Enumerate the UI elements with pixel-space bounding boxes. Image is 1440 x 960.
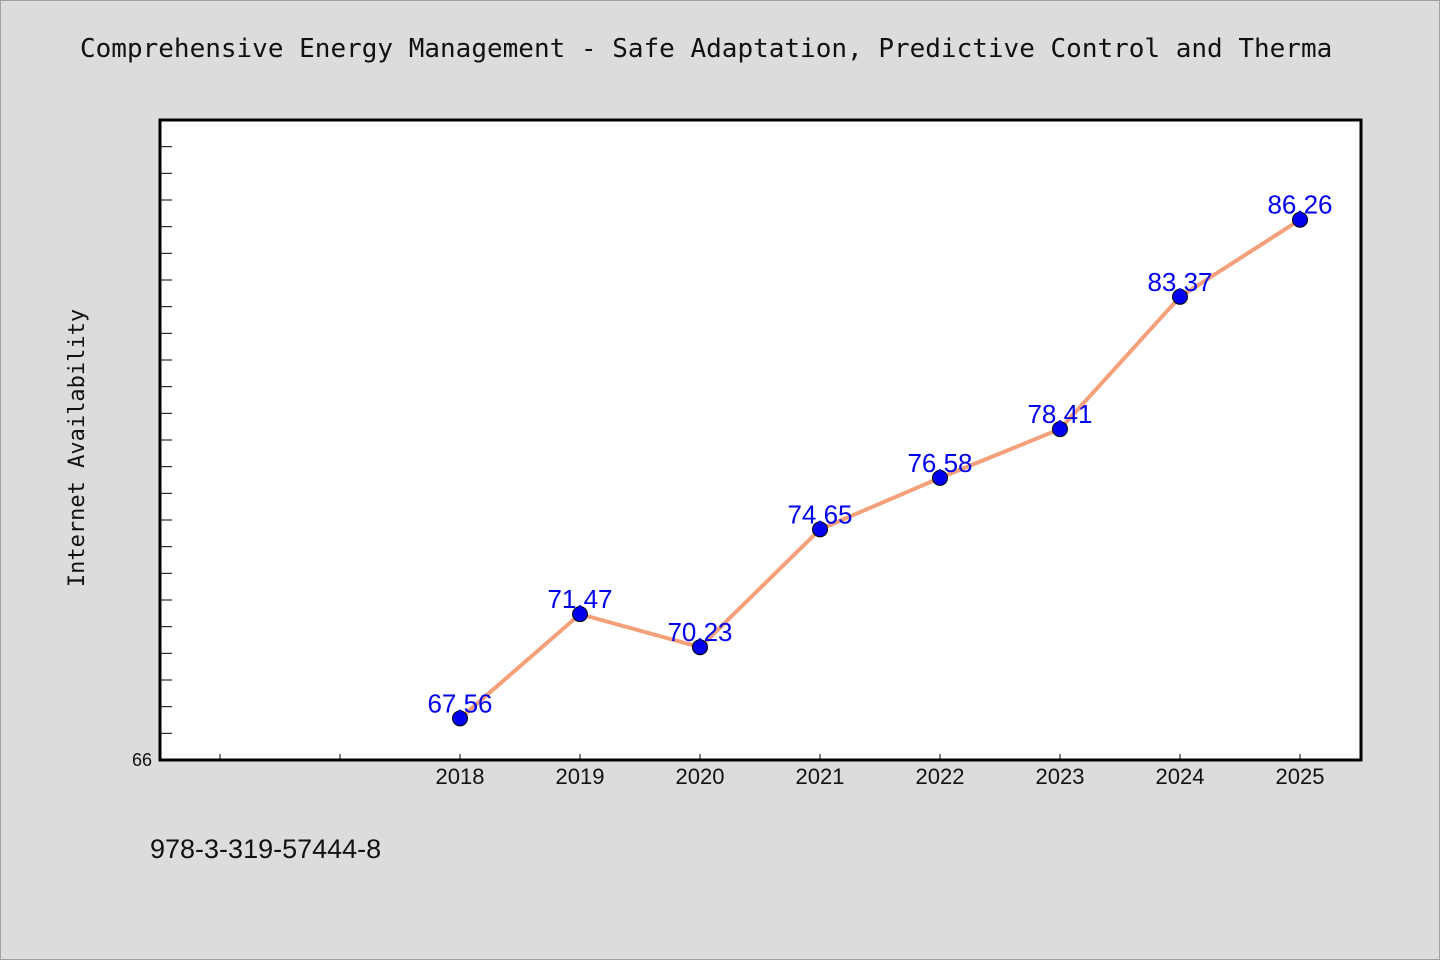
x-tick-label: 2020 bbox=[676, 764, 725, 789]
y-axis-label: Internet Availability bbox=[65, 309, 90, 587]
data-label: 74.65 bbox=[787, 499, 852, 529]
x-tick-label: 2024 bbox=[1156, 764, 1205, 789]
plot-area bbox=[158, 118, 1363, 762]
x-tick-label: 2025 bbox=[1276, 764, 1325, 789]
x-tick-label: 2021 bbox=[796, 764, 845, 789]
x-tick-label: 2019 bbox=[556, 764, 605, 789]
data-point bbox=[812, 521, 828, 538]
data-label: 86.26 bbox=[1267, 190, 1332, 220]
isbn-footer: 978-3-319-57444-8 bbox=[150, 834, 382, 864]
x-tick-label: 2022 bbox=[916, 764, 965, 789]
data-point bbox=[572, 606, 588, 623]
data-label: 71.47 bbox=[547, 584, 612, 614]
data-label: 83.37 bbox=[1147, 267, 1212, 297]
data-label: 67.56 bbox=[427, 688, 492, 718]
series-line bbox=[458, 218, 1302, 720]
x-tick-label: 2018 bbox=[436, 764, 485, 789]
data-point bbox=[692, 639, 708, 656]
data-label: 78.41 bbox=[1027, 399, 1092, 429]
y-tick-label: 66 bbox=[132, 750, 152, 770]
data-point bbox=[1292, 211, 1308, 228]
y-axis-ticks: 66 bbox=[132, 146, 172, 770]
data-point bbox=[452, 710, 468, 727]
series-layer: 67.56 71.47 70.23 74.65 76.58 78.41 83.37 86.26 bbox=[427, 190, 1333, 727]
data-point bbox=[1172, 288, 1188, 305]
x-tick-label: 2023 bbox=[1036, 764, 1085, 789]
data-point bbox=[932, 469, 948, 486]
chart-title: Comprehensive Energy Management - Safe A… bbox=[80, 34, 1333, 64]
x-axis-ticks: 2018 2019 2020 2021 2022 2023 2024 2025 bbox=[219, 754, 1325, 789]
data-point bbox=[1052, 421, 1068, 438]
data-label: 70.23 bbox=[667, 617, 732, 647]
data-label: 76.58 bbox=[907, 448, 972, 478]
